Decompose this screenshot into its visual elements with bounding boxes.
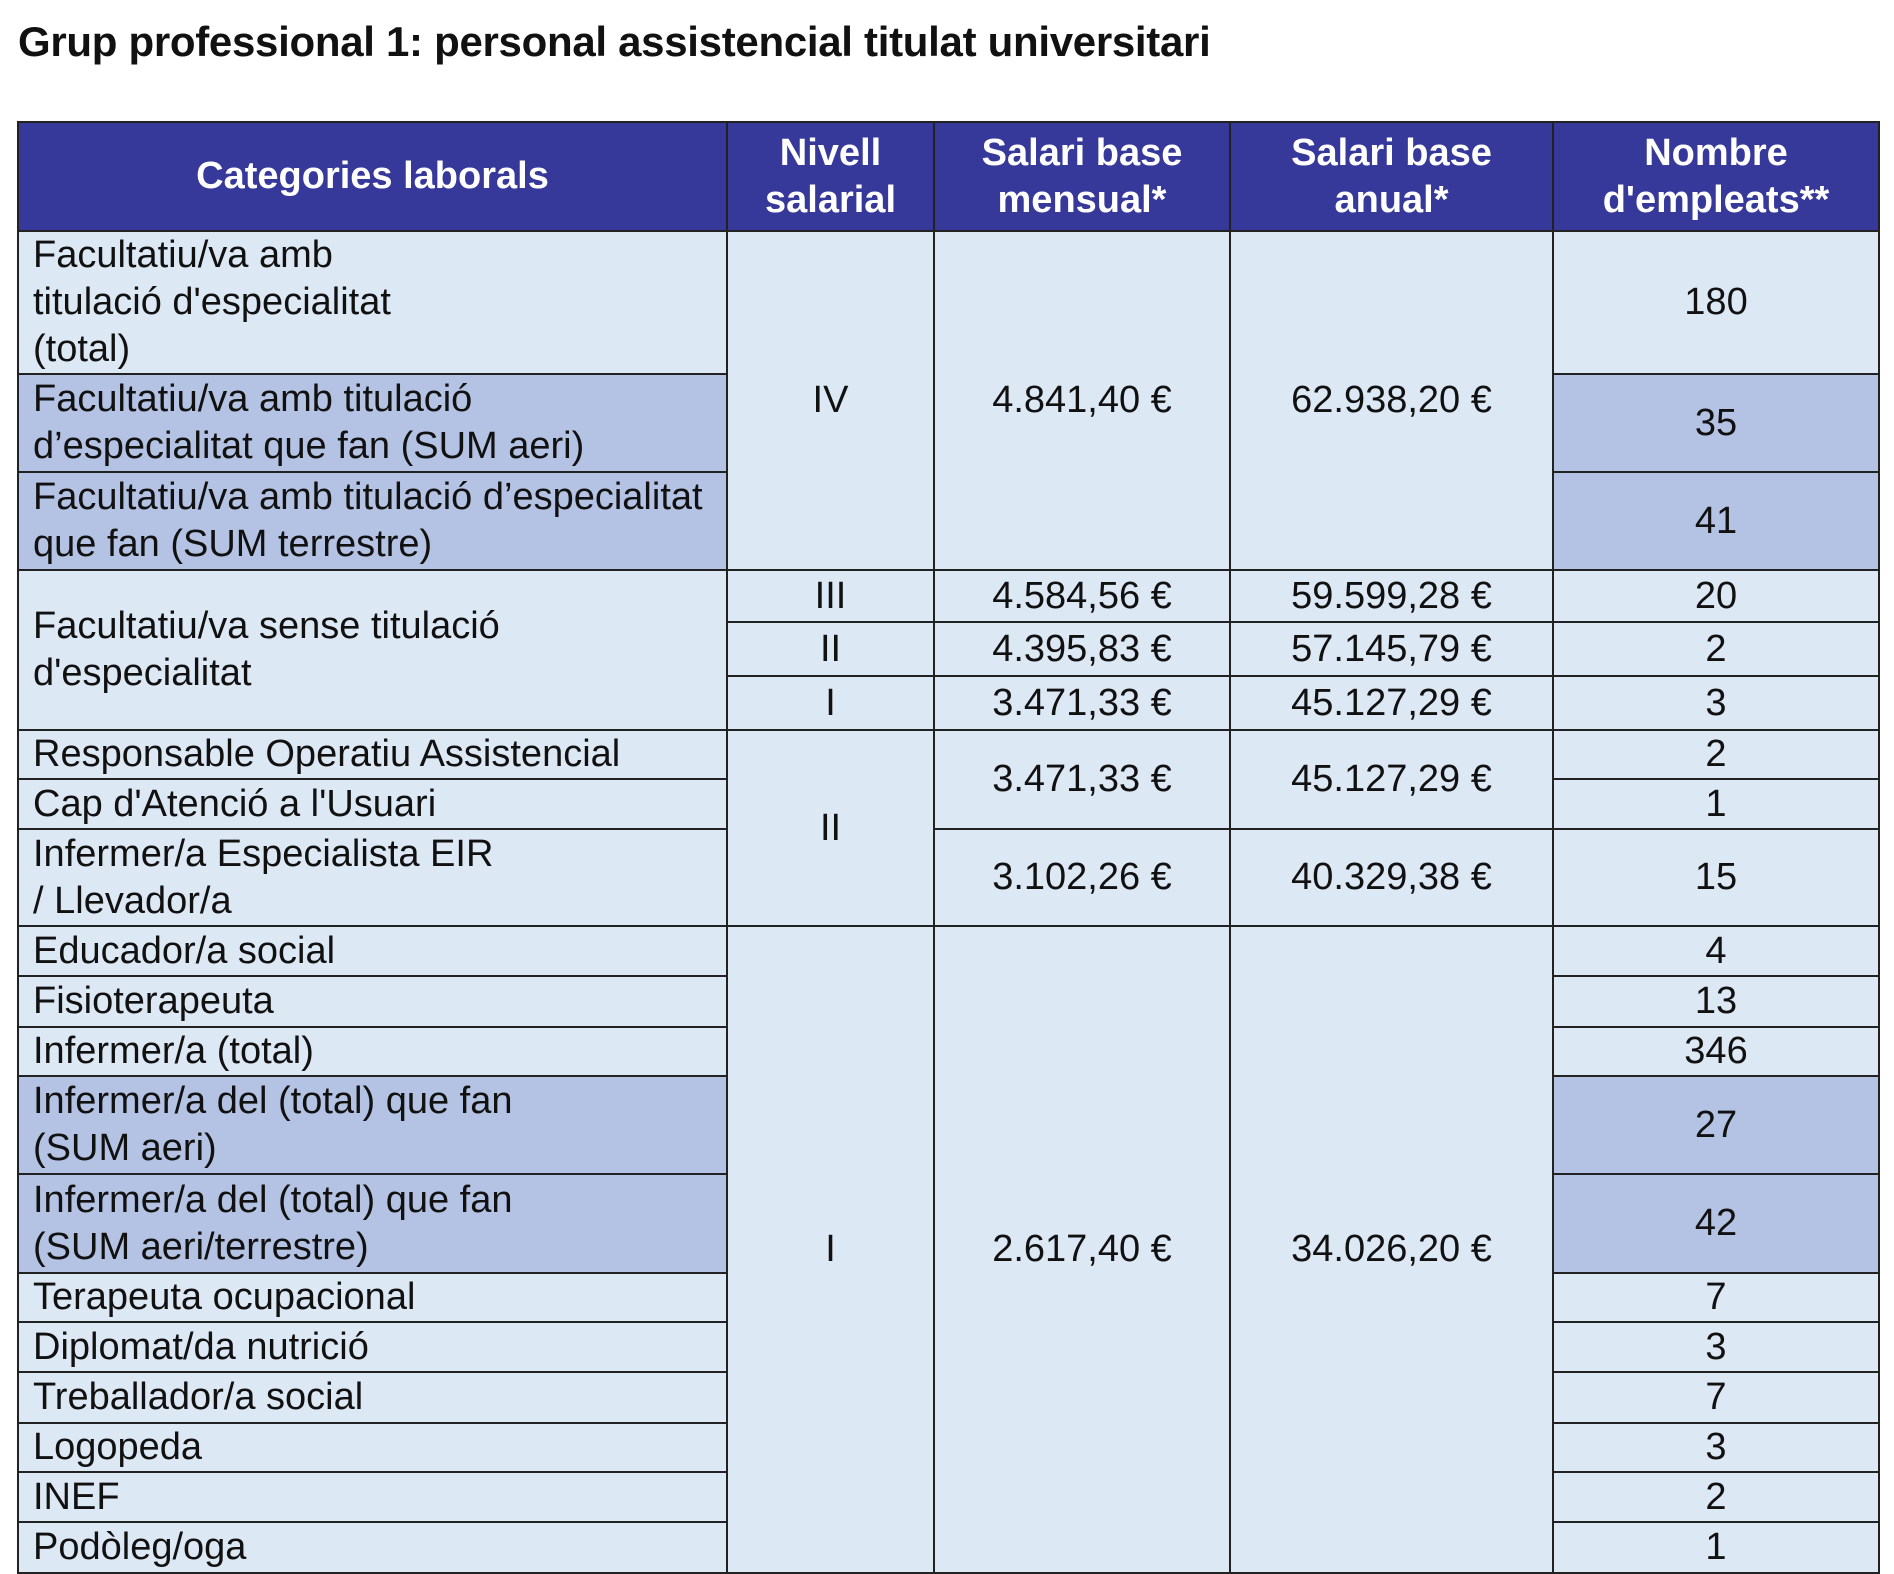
count-cell: 42 [1552,1173,1880,1274]
header-category: Categories laborals [17,121,728,232]
category-cell: Facultatiu/va amb titulació d’especialit… [17,471,728,571]
page-title: Grup professional 1: personal assistenci… [18,18,1211,65]
table-row: Infermer/a del (total) que fan (SUM aeri… [17,1173,1880,1274]
count-cell: 3 [1552,675,1880,731]
annual-cell: 45.127,29 € [1229,729,1554,830]
category-cell: Infermer/a del (total) que fan (SUM aeri… [17,1173,728,1274]
category-cell: Infermer/a del (total) que fan (SUM aeri… [17,1075,728,1175]
level-cell: I [726,925,935,1574]
annual-cell: 57.145,79 € [1229,621,1554,677]
count-cell: 2 [1552,729,1880,780]
monthly-cell: 3.471,33 € [933,675,1231,731]
table-row: INEF 2 [17,1471,1880,1523]
category-cell: Educador/a social [17,925,728,977]
category-cell: Responsable Operatiu Assistencial [17,729,728,780]
table-row: Diplomat/da nutrició 3 [17,1321,1880,1373]
monthly-cell: 3.102,26 € [933,828,1231,927]
annual-cell: 45.127,29 € [1229,675,1554,731]
count-cell: 27 [1552,1075,1880,1175]
table-row: Terapeuta ocupacional 7 [17,1272,1880,1323]
table-row: Responsable Operatiu Assistencial II 3.4… [17,729,1880,927]
count-cell: 180 [1552,230,1880,375]
level-cell: IV [726,230,935,571]
annual-cell: 62.938,20 € [1229,230,1554,571]
category-cell: Cap d'Atenció a l'Usuari [17,778,728,830]
category-cell: Fisioterapeuta [17,975,728,1028]
category-cell: Facultatiu/va amb titulació d'especialit… [17,230,728,375]
count-cell: 7 [1552,1272,1880,1323]
level-cell: I [726,675,935,731]
count-cell: 1 [1552,1521,1880,1574]
category-cell: Terapeuta ocupacional [17,1272,728,1323]
category-cell: Logopeda [17,1422,728,1473]
monthly-cell: 2.617,40 € [933,925,1231,1574]
level-cell: II [726,729,935,927]
monthly-cell: 4.841,40 € [933,230,1231,571]
monthly-cell: 4.395,83 € [933,621,1231,677]
header-monthly: Salari base mensual* [933,121,1231,232]
table-row: Infermer/a del (total) que fan (SUM aeri… [17,1075,1880,1175]
count-cell: 13 [1552,975,1880,1028]
count-cell: 3 [1552,1422,1880,1473]
header-level: Nivell salarial [726,121,935,232]
header-count: Nombre d'empleats** [1552,121,1880,232]
count-cell: 2 [1552,621,1880,677]
table-row: Facultatiu/va amb titulació d’especialit… [17,471,1880,571]
salary-table: Categories laborals Nivell salarial Salar… [17,121,1880,1574]
category-cell: Infermer/a Especialista EIR / Llevador/a [17,828,728,927]
header-row: Categories laborals Nivell salarial Salar… [17,121,1880,232]
monthly-cell: 4.584,56 € [933,569,1231,623]
table-row: Facultatiu/va amb titulació d'especialit… [17,230,1880,571]
table-row: Cap d'Atenció a l'Usuari 1 [17,778,1880,830]
table-row: Fisioterapeuta 13 [17,975,1880,1028]
table-row: Logopeda 3 [17,1422,1880,1473]
table-row: Infermer/a (total) 346 [17,1026,1880,1077]
count-cell: 7 [1552,1371,1880,1424]
category-cell: Facultatiu/va sense titulació d'especial… [17,569,728,731]
table-row: Treballador/a social 7 [17,1371,1880,1424]
category-cell: Podòleg/oga [17,1521,728,1574]
table-row: Facultatiu/va sense titulació d'especial… [17,569,1880,731]
table-row: Facultatiu/va amb titulació d’especialit… [17,373,1880,473]
count-cell: 346 [1552,1026,1880,1077]
count-cell: 35 [1552,373,1880,473]
table-row: Educador/a social I 2.617,40 € 34.026,20… [17,925,1880,1574]
count-cell: 3 [1552,1321,1880,1373]
count-cell: 1 [1552,778,1880,830]
header-annual: Salari base anual* [1229,121,1554,232]
category-cell: Infermer/a (total) [17,1026,728,1077]
count-cell: 2 [1552,1471,1880,1523]
category-cell: Treballador/a social [17,1371,728,1424]
count-cell: 20 [1552,569,1880,623]
category-cell: Facultatiu/va amb titulació d’especialit… [17,373,728,473]
level-cell: III [726,569,935,623]
category-cell: INEF [17,1471,728,1523]
count-cell: 41 [1552,471,1880,571]
count-cell: 4 [1552,925,1880,977]
annual-cell: 34.026,20 € [1229,925,1554,1574]
table-row: I 3.471,33 € 45.127,29 € 3 [18,675,1880,731]
annual-cell: 59.599,28 € [1229,569,1554,623]
level-cell: II [726,621,935,677]
category-cell: Diplomat/da nutrició [17,1321,728,1373]
count-cell: 15 [1552,828,1880,927]
table-row: Infermer/a Especialista EIR / Llevador/a… [17,828,1880,927]
table-row: II 4.395,83 € 57.145,79 € 2 [18,621,1880,677]
monthly-cell: 3.471,33 € [933,729,1231,830]
annual-cell: 40.329,38 € [1229,828,1554,927]
